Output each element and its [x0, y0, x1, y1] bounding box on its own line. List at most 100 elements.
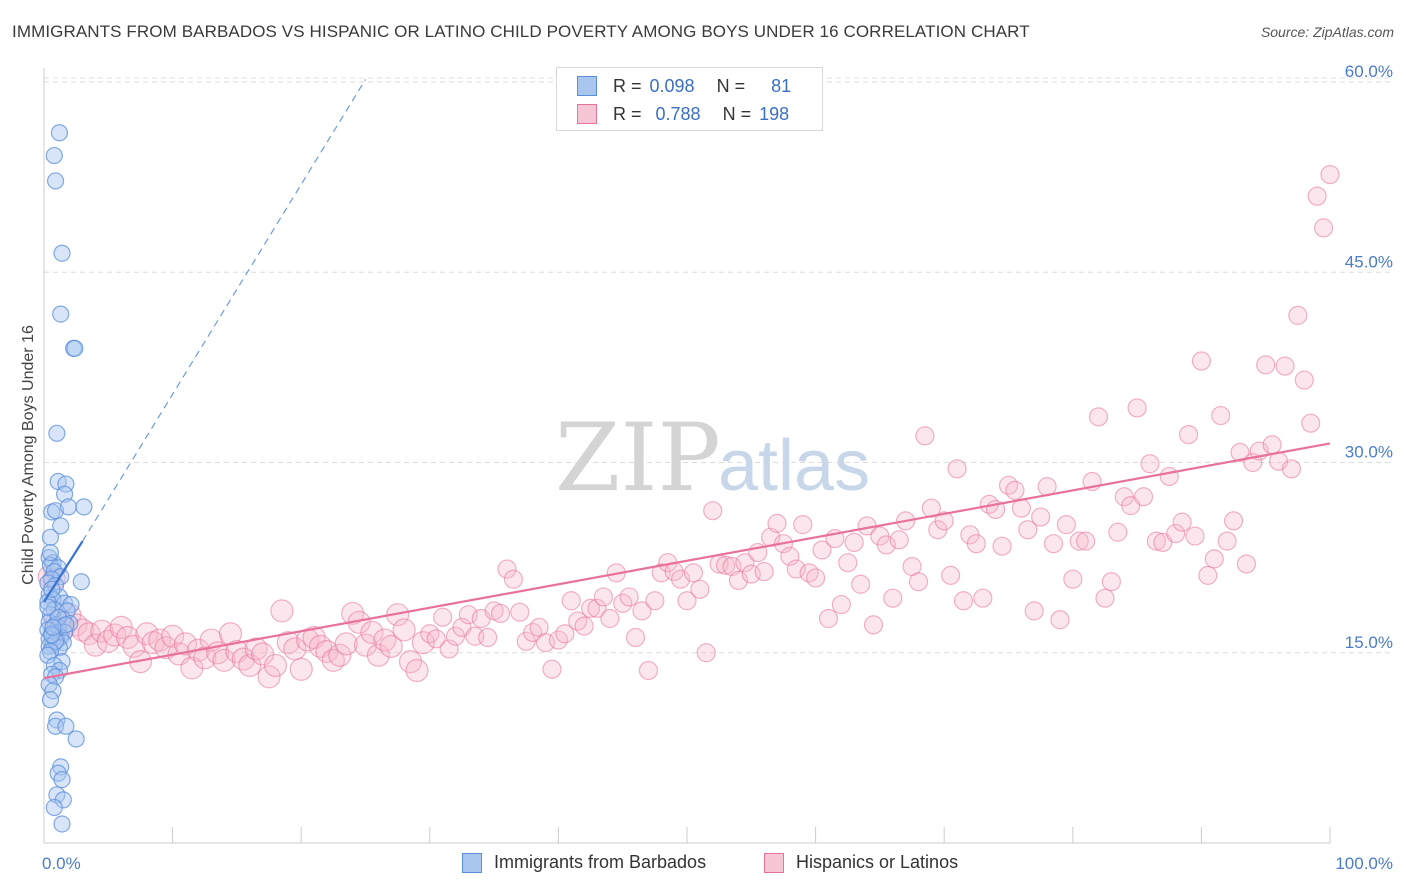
point-hispanics: [947, 459, 967, 479]
point-barbados: [41, 691, 60, 709]
point-hispanics: [1095, 588, 1115, 608]
point-hispanics: [1018, 520, 1038, 540]
point-hispanics: [1076, 531, 1096, 551]
point-hispanics: [600, 608, 620, 629]
point-hispanics: [366, 643, 390, 667]
point-hispanics: [263, 653, 288, 678]
correlation-legend: R = 0.098 N = 81 R = 0.788 N = 198: [556, 67, 823, 131]
legend-r-value: 0.788: [655, 103, 701, 124]
legend-label-barbados: Immigrants from Barbados: [494, 852, 707, 872]
point-hispanics: [161, 624, 185, 648]
point-hispanics: [973, 588, 993, 608]
legend-swatch-blue: [462, 852, 482, 873]
point-hispanics: [793, 515, 813, 535]
point-hispanics: [1101, 572, 1121, 592]
point-hispanics: [433, 607, 453, 627]
point-hispanics: [690, 579, 710, 599]
series-barbados-points: [39, 124, 93, 833]
point-hispanics: [805, 568, 826, 588]
legend-n-value: 81: [771, 75, 792, 96]
point-hispanics: [1223, 511, 1244, 531]
point-hispanics: [1088, 407, 1109, 427]
point-hispanics: [148, 628, 172, 652]
point-barbados: [46, 172, 65, 190]
point-hispanics: [490, 603, 511, 624]
point-barbados: [41, 528, 60, 546]
point-hispanics: [780, 546, 800, 566]
point-hispanics: [1307, 186, 1327, 206]
point-hispanics: [587, 598, 607, 618]
point-barbados: [46, 502, 65, 520]
point-hispanics: [411, 631, 435, 655]
point-hispanics: [542, 659, 562, 679]
legend-row-barbados: R = 0.098 N = 81: [577, 74, 791, 98]
point-hispanics: [1133, 487, 1154, 507]
legend-swatch-blue: [577, 76, 597, 96]
point-hispanics: [503, 569, 523, 589]
point-hispanics: [1172, 512, 1192, 532]
source-label: Source: ZipAtlas.com: [1260, 24, 1394, 40]
point-hispanics: [696, 643, 716, 663]
point-hispanics: [555, 624, 575, 644]
trend-barbados: [43, 540, 84, 603]
point-hispanics: [270, 599, 294, 623]
point-hispanics: [1281, 459, 1302, 479]
point-hispanics: [1005, 480, 1025, 501]
point-hispanics: [523, 622, 543, 643]
point-hispanics: [915, 426, 935, 446]
point-barbados: [39, 598, 57, 616]
point-barbados: [66, 339, 84, 357]
point-hispanics: [1211, 405, 1231, 426]
point-hispanics: [1301, 413, 1321, 433]
point-hispanics: [619, 587, 639, 607]
point-hispanics: [992, 536, 1012, 556]
legend-item-hispanics: Hispanics or Latinos: [764, 852, 958, 873]
series-legend: Immigrants from Barbados Hispanics or La…: [0, 852, 1406, 878]
point-hispanics: [812, 540, 832, 560]
point-hispanics: [1320, 164, 1340, 185]
point-barbados: [44, 618, 62, 636]
point-hispanics: [799, 563, 819, 583]
point-hispanics: [735, 553, 755, 573]
point-barbados: [53, 770, 71, 789]
point-barbados: [45, 146, 63, 165]
legend-r-label: R =: [613, 103, 642, 124]
point-hispanics: [580, 598, 601, 618]
point-hispanics: [966, 534, 986, 554]
point-hispanics: [373, 628, 397, 652]
point-barbados: [41, 543, 60, 562]
point-barbados: [57, 616, 75, 634]
point-hispanics: [1313, 218, 1334, 238]
point-hispanics: [439, 639, 459, 659]
point-hispanics: [1146, 531, 1166, 551]
point-hispanics: [1198, 565, 1218, 585]
legend-r-value: 0.098: [649, 75, 695, 96]
point-hispanics: [889, 530, 909, 550]
point-hispanics: [1294, 370, 1314, 390]
x-tick-max: 100.0%: [1335, 854, 1393, 873]
point-hispanics: [497, 559, 517, 579]
legend-swatch-pink: [764, 852, 784, 873]
point-hispanics: [1288, 305, 1308, 325]
legend-n-label: N =: [722, 103, 752, 124]
point-barbados: [58, 602, 76, 620]
y-axis-label: Child Poverty Among Boys Under 16: [20, 325, 37, 585]
x-tick-min: 0.0%: [42, 854, 81, 873]
point-barbados: [48, 711, 66, 729]
point-hispanics: [1108, 522, 1128, 542]
point-hispanics: [458, 605, 478, 625]
point-hispanics: [1217, 531, 1237, 551]
point-hispanics: [1159, 466, 1179, 487]
point-barbados: [48, 424, 66, 442]
point-hispanics: [831, 594, 851, 615]
point-hispanics: [754, 561, 774, 582]
point-barbados: [55, 485, 74, 503]
watermark-atlas: atlas: [718, 426, 870, 506]
point-barbados: [39, 646, 57, 664]
point-hispanics: [1024, 601, 1044, 621]
point-hispanics: [257, 665, 281, 689]
point-barbados: [53, 244, 71, 262]
point-hispanics: [883, 588, 903, 608]
point-hispanics: [334, 632, 358, 656]
point-hispanics: [786, 559, 806, 579]
